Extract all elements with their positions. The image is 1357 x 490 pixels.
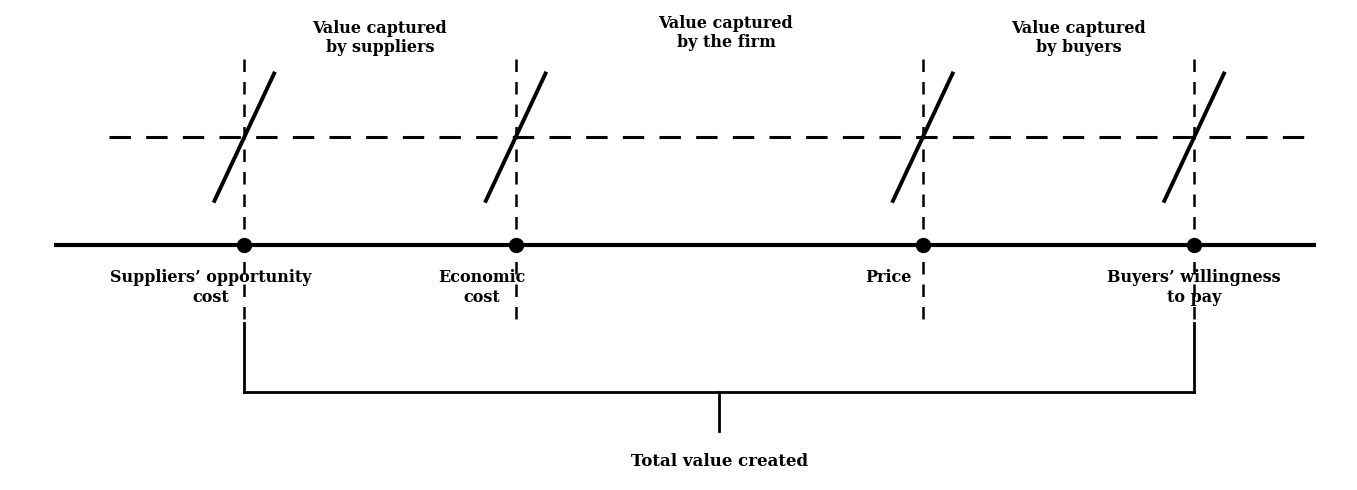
Text: Value captured
by buyers: Value captured by buyers — [1011, 20, 1147, 56]
Text: Value captured
by suppliers: Value captured by suppliers — [312, 20, 448, 56]
Text: Suppliers’ opportunity
cost: Suppliers’ opportunity cost — [110, 270, 311, 306]
Text: Buyers’ willingness
to pay: Buyers’ willingness to pay — [1107, 270, 1281, 306]
Text: Price: Price — [866, 270, 912, 287]
Text: Economic
cost: Economic cost — [438, 270, 525, 306]
Text: Value captured
by the firm: Value captured by the firm — [658, 15, 794, 51]
Text: Total value created: Total value created — [631, 453, 807, 470]
